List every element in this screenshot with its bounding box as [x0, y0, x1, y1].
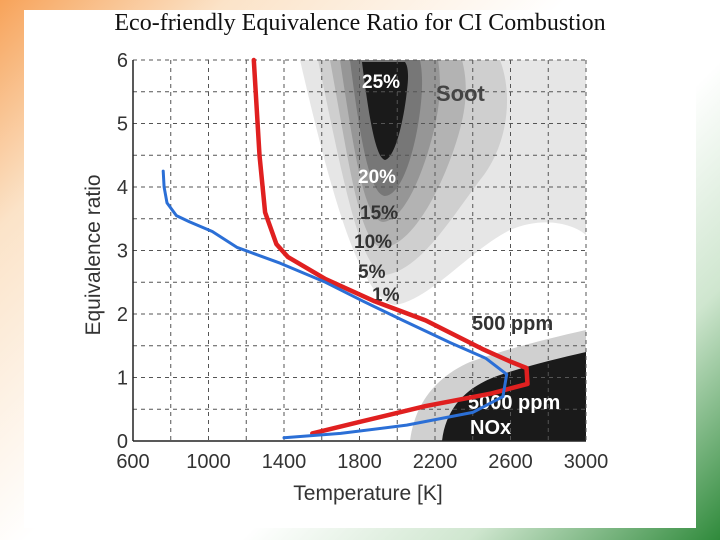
series-line-blue	[161, 169, 509, 440]
y-tick-label: 0	[117, 431, 128, 453]
nox-contours	[410, 330, 586, 441]
y-tick-label: 4	[117, 177, 128, 199]
y-tick-labels: 0 1 2 3 4 5 6	[117, 50, 128, 453]
soot-label-10: 10%	[354, 232, 392, 253]
nox-label-500: 500 ppm	[472, 313, 553, 335]
soot-label: Soot	[436, 81, 486, 106]
nox-label-5000: 5000 ppm	[468, 392, 560, 414]
soot-label-20: 20%	[358, 167, 396, 188]
slide-title: Eco-friendly Equivalence Ratio for CI Co…	[114, 10, 606, 36]
x-tick-label: 1800	[337, 451, 382, 473]
y-tick-label: 3	[117, 241, 128, 263]
y-tick-label: 2	[117, 304, 128, 326]
x-axis-title: Temperature [K]	[293, 482, 442, 505]
x-tick-label: 600	[116, 451, 149, 473]
x-tick-label: 2200	[413, 451, 458, 473]
soot-level-25	[362, 62, 409, 160]
soot-label-5: 5%	[358, 262, 386, 283]
x-tick-label: 1000	[186, 451, 231, 473]
nox-level-5000	[442, 352, 586, 441]
soot-contours	[300, 60, 586, 305]
y-tick-label: 1	[117, 368, 128, 390]
series-line-red	[251, 57, 530, 436]
x-tick-label: 1400	[262, 451, 307, 473]
soot-label-15: 15%	[360, 203, 398, 224]
x-tick-label: 2600	[488, 451, 533, 473]
y-axis-title: Equivalence ratio	[82, 174, 105, 335]
nox-label: NOx	[470, 417, 511, 439]
grid	[133, 59, 587, 441]
x-tick-labels: 600 1000 1400 1800 2200 2600 3000	[116, 451, 608, 473]
soot-label-25: 25%	[362, 72, 400, 93]
y-tick-label: 6	[117, 50, 128, 72]
x-tick-label: 3000	[564, 451, 609, 473]
y-tick-label: 5	[117, 114, 128, 136]
